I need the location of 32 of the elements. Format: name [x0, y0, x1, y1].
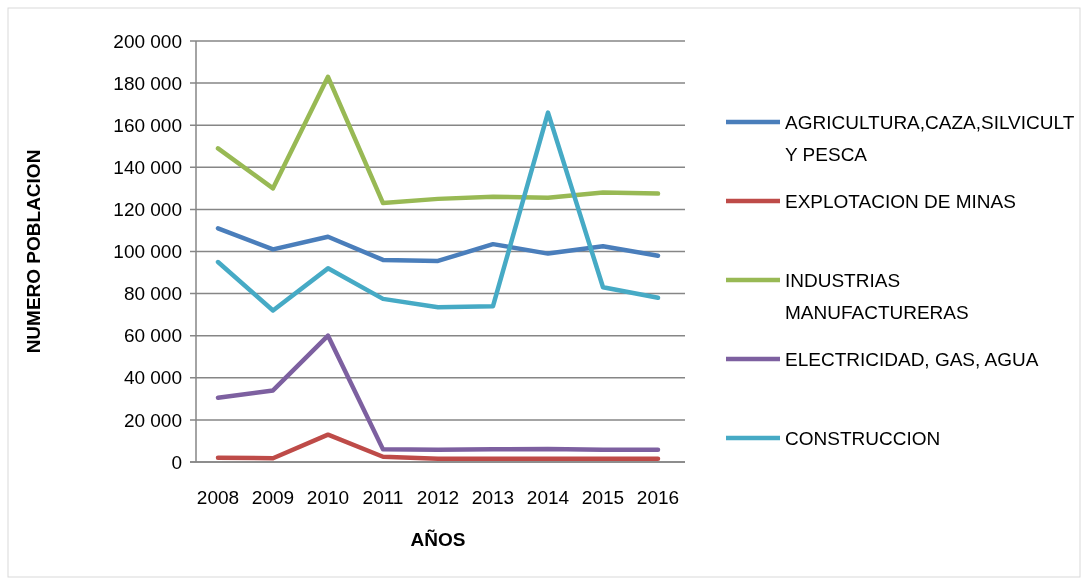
- line-series: [215, 74, 661, 206]
- y-tick-label: 40 000: [123, 367, 182, 389]
- y-tick-label: 200 000: [113, 30, 182, 52]
- line-series: [215, 432, 661, 462]
- y-tick-label: 160 000: [113, 114, 182, 136]
- legend-label: EXPLOTACION DE MINAS: [785, 190, 1016, 212]
- x-tick-label: 2016: [636, 487, 680, 508]
- y-tick-label: 20 000: [123, 409, 182, 431]
- y-axis-title: NUMERO POBLACION: [23, 149, 44, 354]
- x-tick-label: 2011: [362, 487, 404, 508]
- y-tick-label: 0: [171, 451, 182, 473]
- y-tick-label: 140 000: [113, 156, 182, 178]
- x-tick-label: 2009: [251, 487, 295, 508]
- line-series: [215, 110, 661, 313]
- y-tick-label: 120 000: [113, 199, 182, 221]
- line-series: [215, 333, 661, 453]
- x-tick-label: 2012: [416, 487, 460, 508]
- x-tick-label: 2015: [581, 487, 625, 508]
- y-tick-label: 180 000: [113, 72, 182, 94]
- legend-label: ELECTRICIDAD, GAS, AGUA: [785, 348, 1039, 370]
- x-axis-title: AÑOS: [410, 529, 466, 550]
- legend-label: INDUSTRIAS MANUFACTURERAS: [785, 269, 969, 323]
- y-tick-label: 100 000: [113, 241, 182, 263]
- line-series: [215, 226, 661, 264]
- y-tick-label: 60 000: [123, 325, 182, 347]
- legend-label: AGRICULTURA,CAZA,SILVICULT Y PESCA: [785, 111, 1075, 165]
- x-tick-label: 2010: [306, 487, 350, 508]
- x-tick-label: 2014: [526, 487, 570, 508]
- x-tick-label: 2008: [196, 487, 240, 508]
- legend-label: CONSTRUCCION: [785, 427, 941, 449]
- x-tick-label: 2013: [471, 487, 515, 508]
- y-tick-label: 80 000: [123, 283, 182, 305]
